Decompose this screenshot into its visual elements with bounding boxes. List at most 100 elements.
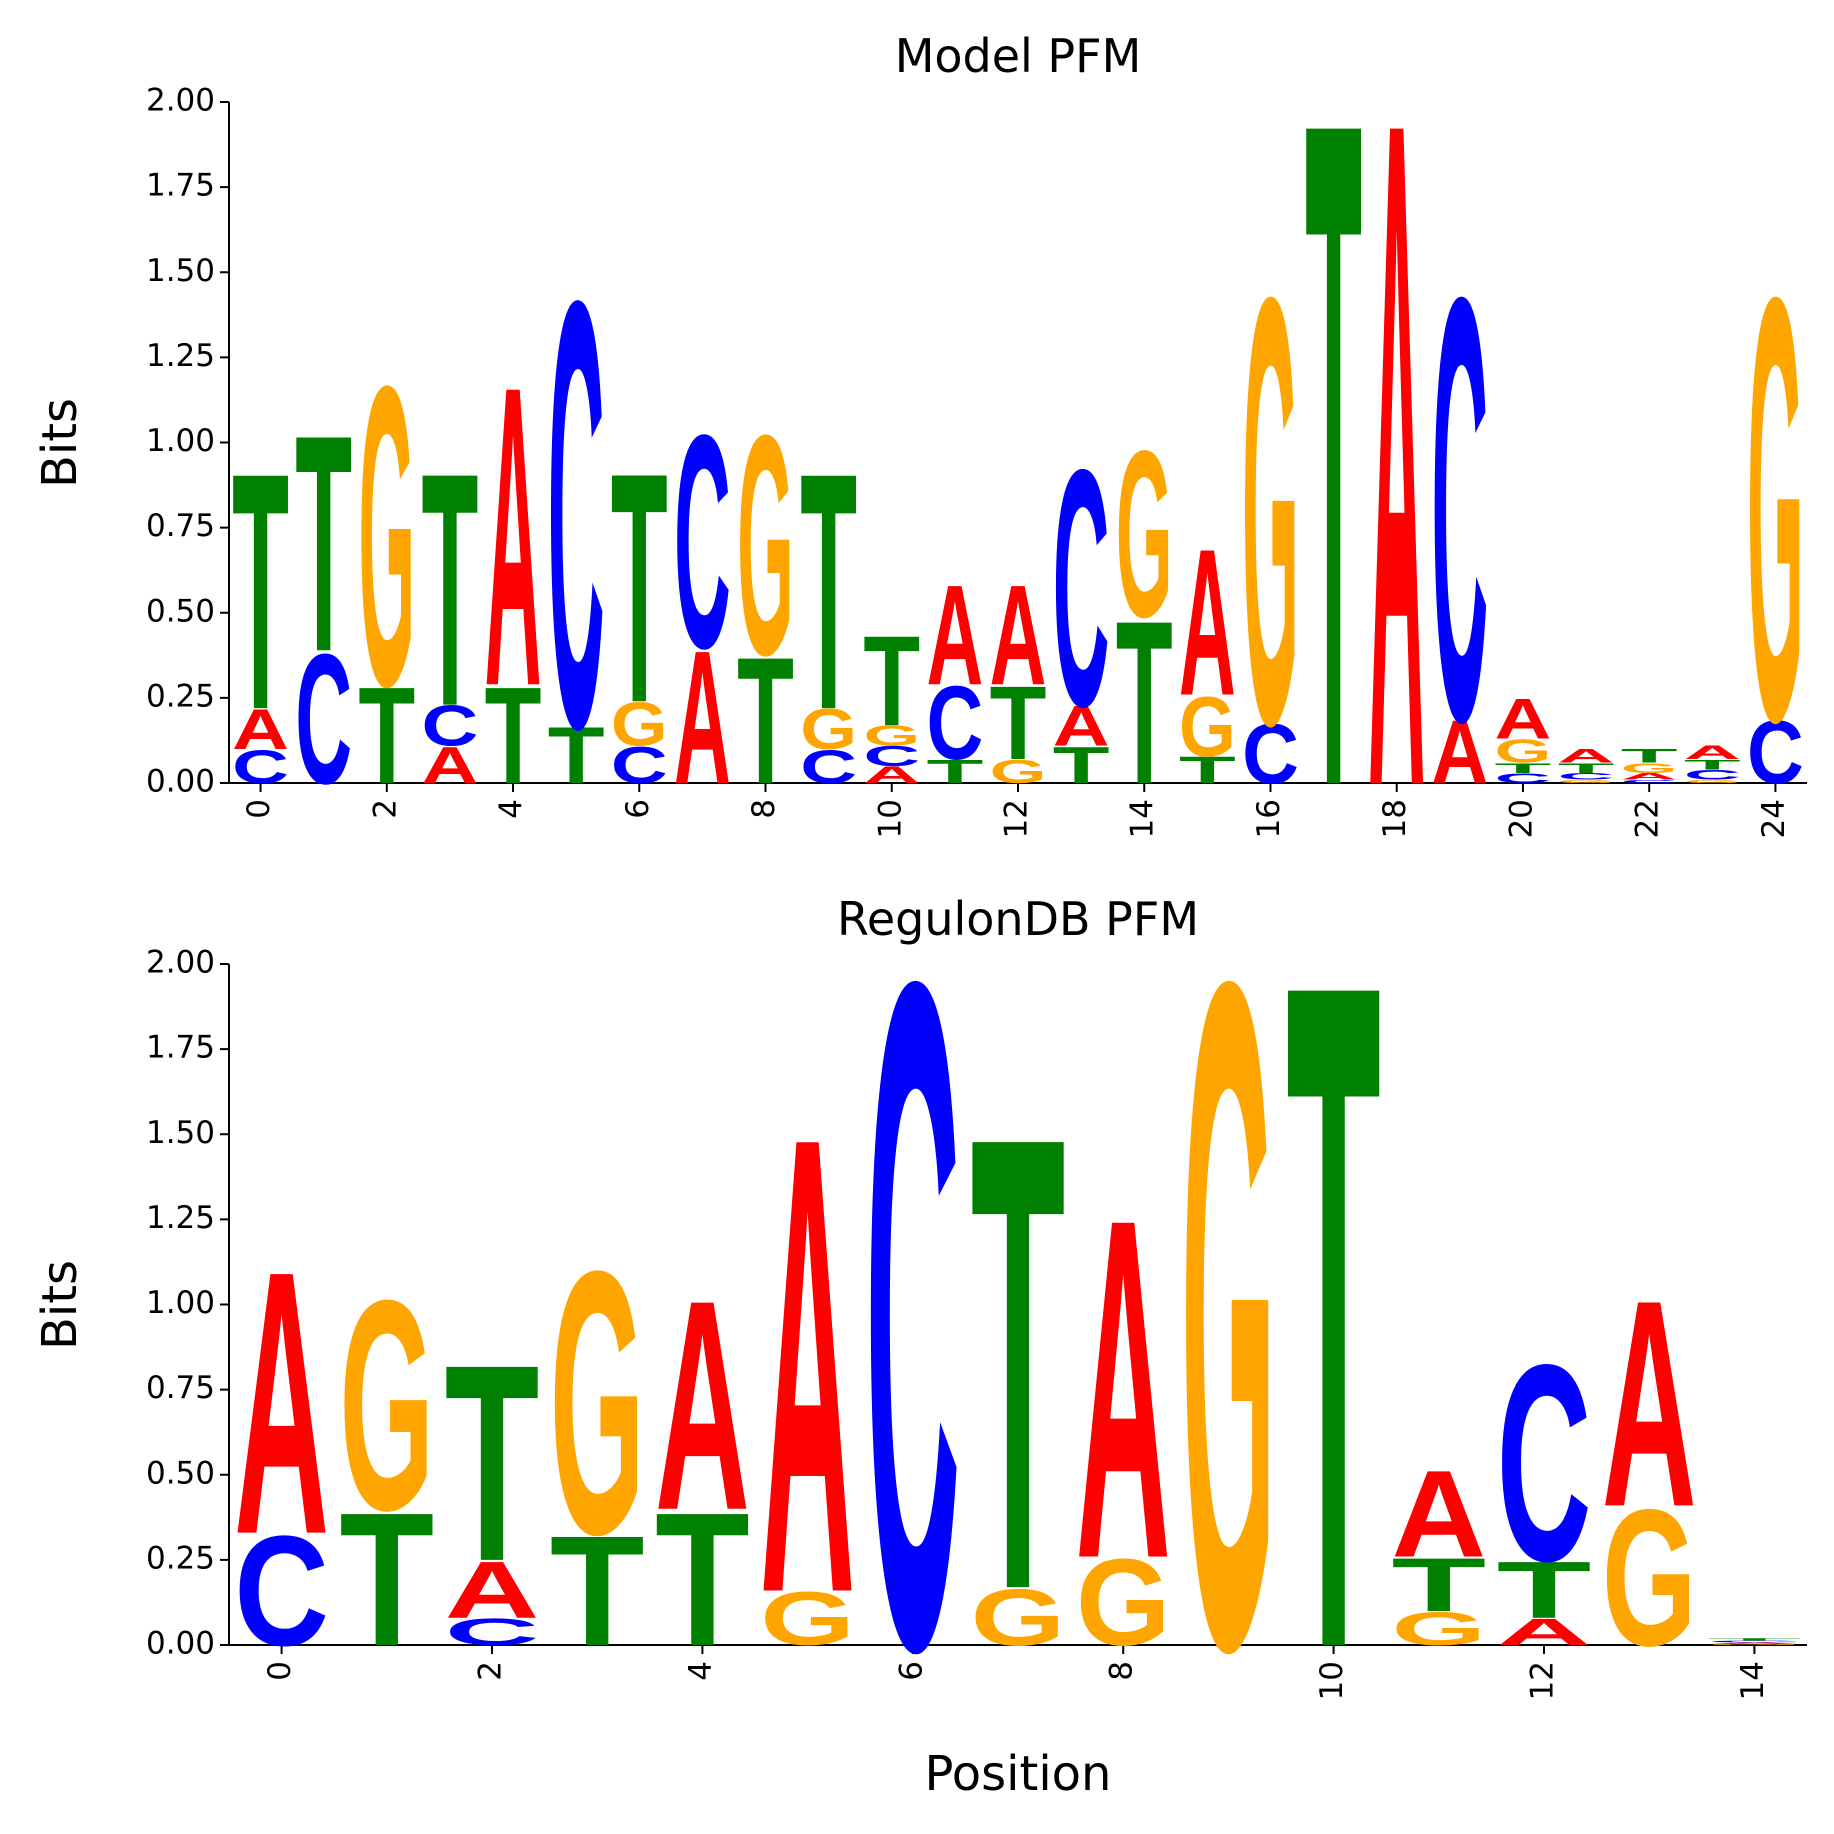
logo-letter: T [971, 1004, 1066, 1726]
logo-letter: G [1684, 779, 1741, 784]
logo-letter: G [1391, 1602, 1486, 1655]
logo-letter: C [232, 740, 289, 793]
logo-letter: T [1684, 757, 1741, 773]
logo-letter: C [674, 373, 731, 713]
logo-letter: T [295, 370, 352, 715]
y-tick-label: 0.25 [146, 1540, 215, 1576]
y-tick-label: 1.00 [146, 423, 215, 459]
logo-letter: T [232, 403, 289, 781]
y-tick-label: 0.00 [146, 764, 215, 800]
logo-letter: G [1242, 172, 1299, 852]
logo-letter: T [1116, 574, 1173, 834]
logo-letter: T [1286, 786, 1381, 1834]
logo-letter: G [1621, 760, 1678, 776]
x-tick-label: 10 [1314, 1661, 1350, 1700]
logo-letter: T [737, 620, 794, 822]
logo-letter: G [760, 1576, 855, 1661]
y-tick-label: 0.00 [146, 1626, 215, 1662]
logo-letter: T [550, 1504, 645, 1679]
x-tick-label: 24 [1756, 799, 1792, 838]
logo-letter: G [971, 1573, 1066, 1663]
logo-letter: A [422, 736, 479, 795]
logo-letter: T [1179, 748, 1236, 791]
logo-letter: C [863, 740, 920, 772]
x-tick-label: 2 [473, 1661, 509, 1681]
x-tick-label: 4 [494, 799, 530, 819]
logo-letter: T [485, 660, 542, 814]
logo-letter: C [1497, 1307, 1592, 1620]
logo-letter: G [1707, 1644, 1802, 1646]
logo-letter: A [1558, 745, 1615, 766]
logo-letter: T [358, 660, 415, 814]
logo-letter: C [1242, 705, 1299, 801]
logo-letter: A [674, 612, 731, 824]
x-tick-label: 20 [1503, 799, 1539, 838]
logo-letter: A [1707, 1642, 1802, 1645]
x-tick-label: 16 [1251, 799, 1287, 838]
y-tick-label: 1.25 [146, 338, 215, 374]
x-tick-label: 4 [683, 1661, 719, 1681]
logo-letter: C [800, 740, 857, 793]
logo-letter: T [1391, 1542, 1486, 1627]
logo-letter: A [1053, 694, 1110, 758]
logo-letter: C [1684, 767, 1741, 783]
logo-letter: G [339, 1238, 434, 1573]
logo-letter: G [800, 698, 857, 762]
logo-letter: T [863, 609, 920, 752]
logo-letter: T [800, 403, 857, 781]
y-tick-label: 0.25 [146, 678, 215, 714]
logo-letter: C [422, 694, 479, 758]
logo-letter: C [295, 617, 352, 823]
logo-letter: G [358, 298, 415, 775]
y-tick-label: 2.00 [146, 945, 215, 981]
logo-letter: T [990, 665, 1047, 782]
logo-letter: T [1707, 1638, 1802, 1642]
logo-letter: C [445, 1611, 540, 1653]
y-tick-label: 1.75 [146, 1030, 215, 1066]
logo-letter: T [422, 404, 479, 776]
logo-letter: G [737, 369, 794, 720]
logo-letter: T [1305, 0, 1362, 986]
logo-letter: C [865, 786, 960, 1834]
logo-letter: T [445, 1307, 540, 1620]
logo-letter: A [1076, 1117, 1171, 1659]
logo-letter: T [1558, 760, 1615, 776]
logo-letter: C [611, 736, 668, 795]
y-tick-label: 1.50 [146, 1115, 215, 1151]
logo-letter: C [1495, 770, 1552, 786]
logo-letter: C [548, 176, 605, 856]
x-tick-label: 22 [1630, 799, 1666, 838]
y-tick-label: 1.00 [146, 1285, 215, 1321]
logo-letter: C [1707, 1640, 1802, 1643]
logo-letter: A [1684, 742, 1741, 763]
chart-title: RegulonDB PFM [837, 892, 1199, 946]
y-tick-label: 2.00 [146, 83, 215, 119]
x-tick-label: 0 [241, 799, 277, 819]
x-tick-label: 12 [999, 799, 1035, 838]
logo-letter: G [990, 753, 1047, 790]
logo-letter: T [926, 753, 983, 790]
logo-letter: G [1181, 786, 1276, 1834]
x-tick-label: 14 [1735, 1661, 1771, 1700]
logo-letter: G [863, 720, 920, 752]
x-tick-label: 14 [1125, 799, 1161, 838]
x-tick-label: 8 [1104, 1661, 1140, 1681]
logo-letter: C [1621, 779, 1678, 784]
y-tick-label: 0.75 [146, 508, 215, 544]
x-tick-label: 18 [1377, 799, 1413, 838]
logo-letter: A [926, 555, 983, 715]
logo-letter: T [1053, 736, 1110, 795]
logo-letter: G [550, 1194, 645, 1613]
x-tick-label: 6 [893, 1661, 929, 1681]
logo-letter: A [760, 1001, 855, 1728]
chart-title: Model PFM [895, 29, 1142, 83]
y-tick-label: 0.50 [146, 593, 215, 629]
logo-letter: A [1368, 0, 1425, 986]
logo-letter: A [1621, 771, 1678, 782]
y-tick-label: 0.75 [146, 1370, 215, 1406]
logo-letter: A [1431, 702, 1488, 803]
logo-letter: A [1391, 1445, 1486, 1583]
logo-letter: A [234, 1194, 329, 1613]
logo-letter: A [1602, 1238, 1697, 1568]
